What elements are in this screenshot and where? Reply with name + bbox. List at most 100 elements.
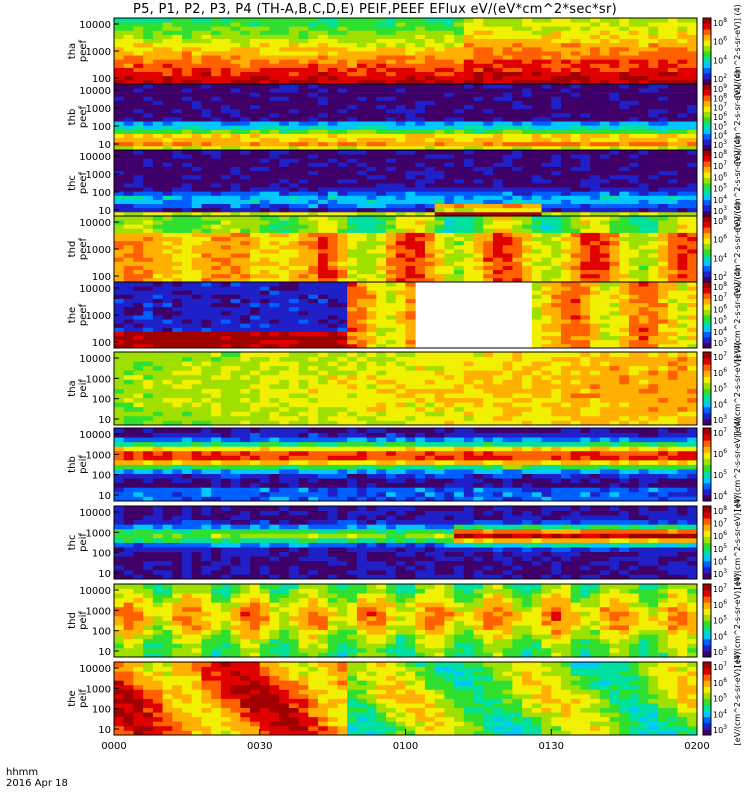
heatmap-cell bbox=[619, 298, 630, 304]
heatmap-cell bbox=[619, 92, 630, 97]
heatmap-cell bbox=[590, 335, 601, 341]
heatmap-cell bbox=[522, 71, 533, 77]
heatmap-cell bbox=[454, 216, 465, 221]
heatmap-cell bbox=[220, 306, 231, 312]
heatmap-cell bbox=[250, 294, 261, 299]
heatmap-cell bbox=[152, 178, 163, 184]
heatmap-cell bbox=[114, 207, 125, 213]
heatmap-cell bbox=[152, 323, 163, 328]
heatmap-cell bbox=[269, 92, 280, 97]
heatmap-cell bbox=[580, 170, 591, 176]
heatmap-cell bbox=[152, 195, 163, 200]
heatmap-cell bbox=[599, 75, 610, 81]
heatmap-cell bbox=[376, 166, 387, 172]
heatmap-cell bbox=[638, 170, 649, 176]
heatmap-cell bbox=[259, 257, 270, 262]
heatmap-cell bbox=[162, 370, 173, 376]
heatmap-cell bbox=[424, 207, 436, 213]
heatmap-cell bbox=[570, 343, 581, 349]
heatmap-cell bbox=[201, 228, 212, 233]
heatmap-cell bbox=[415, 199, 426, 205]
heatmap-cell bbox=[318, 75, 329, 81]
heatmap-cell bbox=[522, 187, 533, 192]
heatmap-cell bbox=[240, 178, 251, 184]
heatmap-cell bbox=[648, 170, 659, 176]
heatmap-cell bbox=[269, 30, 280, 35]
heatmap-cell bbox=[318, 327, 329, 332]
heatmap-cell bbox=[191, 319, 202, 324]
heatmap-cell bbox=[444, 51, 455, 56]
heatmap-cell bbox=[454, 170, 465, 176]
heatmap-cell bbox=[162, 265, 173, 271]
heatmap-cell bbox=[279, 104, 290, 110]
heatmap-cell bbox=[162, 273, 173, 279]
heatmap-cell bbox=[143, 112, 154, 118]
heatmap-cell bbox=[327, 84, 338, 89]
heatmap-cell bbox=[123, 88, 134, 93]
heatmap-cell bbox=[677, 133, 688, 139]
heatmap-cell bbox=[551, 51, 562, 56]
heatmap-cell bbox=[279, 71, 290, 77]
heatmap-cell bbox=[288, 286, 300, 291]
heatmap-cell bbox=[143, 356, 154, 362]
heatmap-cell bbox=[590, 315, 601, 320]
heatmap-cell bbox=[288, 298, 300, 304]
heatmap-cell bbox=[318, 302, 329, 308]
heatmap-cell bbox=[220, 145, 231, 151]
heatmap-cell bbox=[201, 207, 212, 213]
heatmap-cell bbox=[133, 129, 144, 134]
heatmap-cell bbox=[191, 236, 202, 242]
heatmap-cell bbox=[687, 79, 698, 85]
heatmap-cell bbox=[677, 240, 688, 246]
heatmap-cell bbox=[308, 249, 319, 254]
heatmap-cell bbox=[590, 162, 601, 167]
heatmap-cell bbox=[463, 30, 474, 35]
heatmap-cell bbox=[687, 42, 698, 48]
colorbar-unit-label: [eV/(cm^2-s-sr-eV)] (4) bbox=[733, 268, 742, 362]
heatmap-cell bbox=[230, 84, 241, 89]
heatmap-cell bbox=[405, 158, 416, 163]
heatmap-cell bbox=[133, 286, 144, 291]
heatmap-cell bbox=[434, 224, 445, 229]
heatmap-cell bbox=[638, 26, 649, 31]
heatmap-cell bbox=[337, 306, 348, 312]
heatmap-cell bbox=[143, 277, 154, 283]
heatmap-cell bbox=[473, 166, 484, 172]
heatmap-cell bbox=[347, 51, 358, 56]
heatmap-cell bbox=[454, 117, 465, 122]
heatmap-cell bbox=[609, 88, 620, 93]
heatmap-cell bbox=[483, 88, 494, 93]
colorbar-unit-label: [eV/(cm^2-s-sr-eV)] (4) bbox=[733, 136, 742, 230]
heatmap-cell bbox=[259, 75, 270, 81]
heatmap-cell bbox=[182, 224, 193, 229]
heatmap-cell bbox=[288, 327, 300, 332]
heatmap-cell bbox=[609, 339, 620, 345]
heatmap-cell bbox=[658, 158, 669, 163]
heatmap-cell bbox=[434, 104, 445, 110]
heatmap-cell bbox=[658, 178, 669, 184]
heatmap-cell bbox=[687, 154, 698, 159]
heatmap-cell bbox=[114, 343, 125, 349]
heatmap-cell bbox=[658, 75, 669, 81]
heatmap-cell bbox=[415, 133, 426, 139]
heatmap-cell bbox=[162, 46, 173, 52]
heatmap-cell bbox=[454, 220, 465, 225]
heatmap-cell bbox=[560, 261, 572, 266]
heatmap-cell bbox=[162, 327, 173, 332]
heatmap-cell bbox=[560, 178, 572, 184]
heatmap-cell bbox=[502, 121, 513, 126]
heatmap-cell bbox=[220, 302, 231, 308]
heatmap-cell bbox=[522, 112, 533, 118]
colorbar-tick-label: 107 bbox=[713, 292, 727, 303]
heatmap-cell bbox=[609, 145, 620, 151]
heatmap-cell bbox=[347, 195, 358, 200]
heatmap-cell bbox=[211, 277, 222, 283]
heatmap-cell bbox=[211, 361, 222, 367]
heatmap-cell bbox=[522, 75, 533, 81]
heatmap-cell bbox=[492, 96, 504, 101]
heatmap-cell bbox=[250, 388, 261, 394]
heatmap-cell bbox=[541, 34, 552, 40]
heatmap-cell bbox=[201, 141, 212, 147]
heatmap-cell bbox=[347, 166, 358, 172]
heatmap-cell bbox=[376, 273, 387, 279]
